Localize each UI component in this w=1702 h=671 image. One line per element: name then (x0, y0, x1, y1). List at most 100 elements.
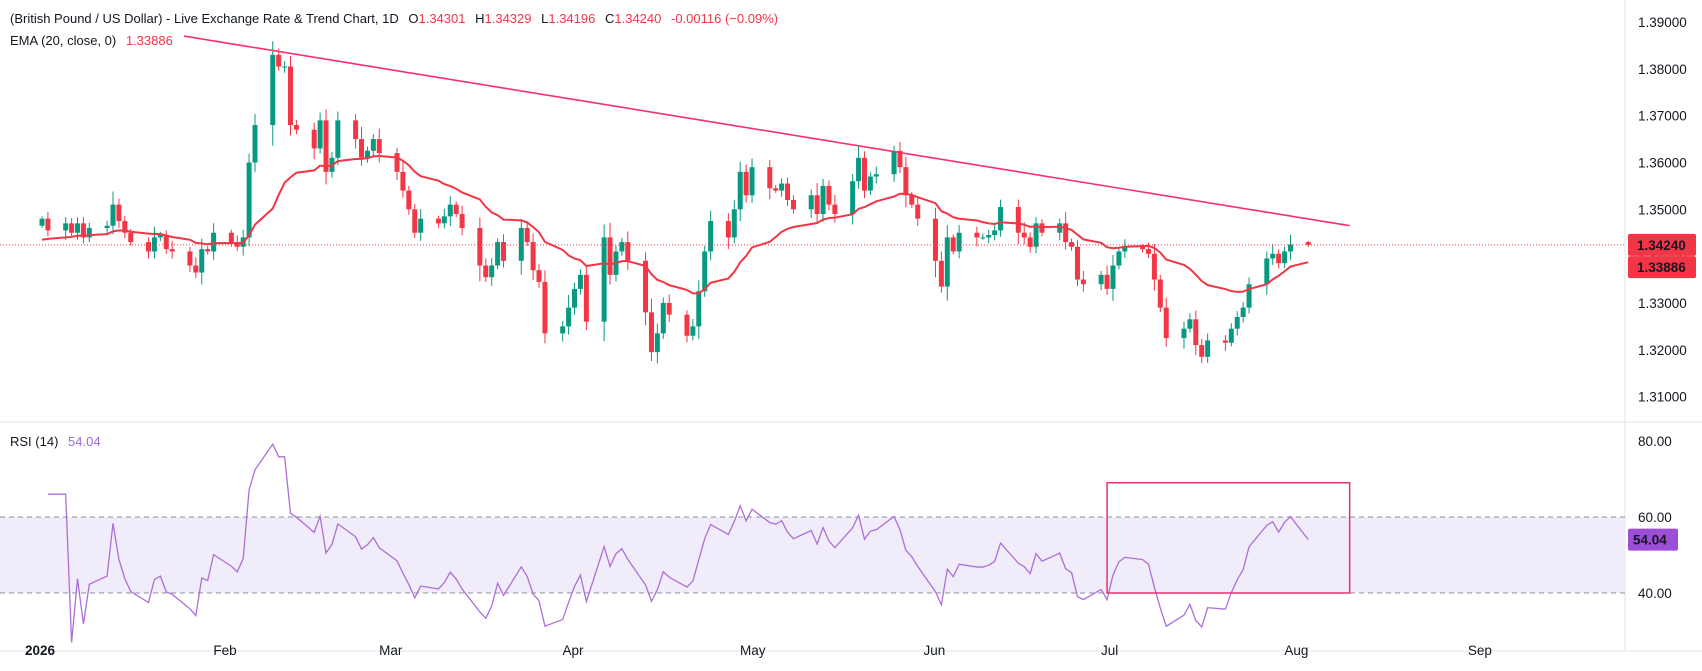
candle-body (654, 333, 660, 353)
candle-body (731, 209, 737, 238)
candle-body (151, 237, 157, 252)
candle-body (187, 251, 193, 266)
rsi-line (47, 442, 1309, 643)
h-value: 1.34329 (484, 11, 532, 26)
candle-body (1228, 328, 1234, 343)
l-label: L (541, 11, 549, 26)
candle-body (566, 307, 572, 327)
trendline (183, 35, 1350, 227)
price-tick-label: 1.37000 (1638, 109, 1687, 124)
rsi-legend[interactable]: RSI (14) 54.04 (10, 434, 107, 449)
candle-body (980, 237, 986, 239)
candle-body (779, 183, 785, 191)
candle-body (459, 214, 465, 229)
candle-body (412, 209, 418, 233)
rsi-value: 54.04 (68, 434, 101, 449)
time-tick-label: Aug (1284, 643, 1308, 658)
candle-body (974, 232, 980, 238)
candle-body (45, 218, 51, 231)
candle-body (944, 237, 950, 287)
candle-body (104, 225, 110, 229)
candle-body (63, 223, 69, 231)
ema-legend[interactable]: EMA (20, close, 0) 1.33886 (10, 33, 179, 48)
candle-body (938, 260, 944, 287)
candle-body (1145, 249, 1151, 254)
candle-body (1104, 274, 1110, 289)
symbol-legend[interactable]: (British Pound / US Dollar) - Live Excha… (10, 11, 784, 26)
candle-body (1163, 307, 1169, 339)
candle-body (282, 66, 288, 68)
candle-body (1122, 246, 1128, 252)
candle-body (447, 204, 453, 217)
candle-body (1015, 206, 1021, 233)
rsi-band (0, 517, 1625, 593)
rsi-tick-label: 40.00 (1638, 586, 1672, 601)
candle-body (1021, 232, 1027, 238)
candle-body (483, 265, 489, 278)
l-value: 1.34196 (548, 11, 596, 26)
candle-body (518, 228, 524, 261)
rsi-current-tag-label: 54.04 (1633, 533, 1667, 548)
price-tick-label: 1.35000 (1638, 202, 1687, 217)
o-value: 1.34301 (418, 11, 466, 26)
price-pane[interactable] (0, 35, 1625, 364)
candle-body (1282, 251, 1288, 264)
candle-body (1098, 274, 1104, 285)
candle-body (607, 237, 613, 275)
time-tick-label: Feb (213, 643, 236, 658)
candle-body (536, 270, 542, 282)
candle-body (1264, 258, 1270, 285)
candle-body (400, 171, 406, 191)
candle-body (1287, 244, 1293, 252)
candle-body (157, 235, 163, 238)
candle-body (441, 216, 447, 224)
candle-body (832, 204, 838, 214)
time-tick-label: May (740, 643, 766, 658)
candle-body (376, 139, 382, 154)
time-tick-label: Sep (1468, 643, 1492, 658)
candle-body (1033, 223, 1039, 247)
candle-body (950, 237, 956, 252)
ohlc-open: O1.34301 (408, 11, 465, 26)
candle-body (909, 195, 915, 205)
rsi-tick-label: 60.00 (1638, 510, 1672, 525)
candle-body (406, 190, 412, 210)
candle-body (1074, 246, 1080, 280)
candle-body (1205, 340, 1211, 357)
candle-body (276, 54, 282, 67)
candle-body (288, 66, 294, 126)
h-label: H (475, 11, 485, 26)
candle-body (915, 204, 921, 219)
candle-body (891, 150, 897, 175)
candle-body (773, 188, 779, 191)
candle-body (601, 237, 607, 322)
price-tick-label: 1.32000 (1638, 343, 1687, 358)
candle-body (246, 162, 252, 238)
ema-line (41, 155, 1309, 295)
time-tick-label: Mar (379, 643, 403, 658)
last-price-tag (1628, 233, 1696, 256)
candle-body (1234, 317, 1240, 329)
candle-body (814, 195, 820, 214)
ema-price-tag (1628, 256, 1696, 279)
last-price-tag-label: 1.34240 (1637, 238, 1686, 253)
candle-body (418, 218, 424, 233)
candle-body (725, 221, 731, 238)
candle-body (932, 218, 938, 261)
price-tick-label: 1.39000 (1638, 15, 1687, 30)
rsi-pane[interactable] (0, 442, 1625, 643)
candle-body (867, 176, 873, 191)
candle-body (163, 235, 169, 250)
candle-body (1222, 340, 1228, 343)
candle-body (323, 120, 329, 172)
candle-body (749, 167, 755, 196)
candle-body (1110, 265, 1116, 289)
candle-body (998, 206, 1004, 231)
candle-body (737, 171, 743, 210)
candle-body (856, 157, 862, 182)
candle-body (542, 281, 548, 334)
candle-body (75, 223, 81, 233)
candle-body (477, 228, 483, 266)
symbol-title: (British Pound / US Dollar) - Live Excha… (10, 11, 399, 26)
